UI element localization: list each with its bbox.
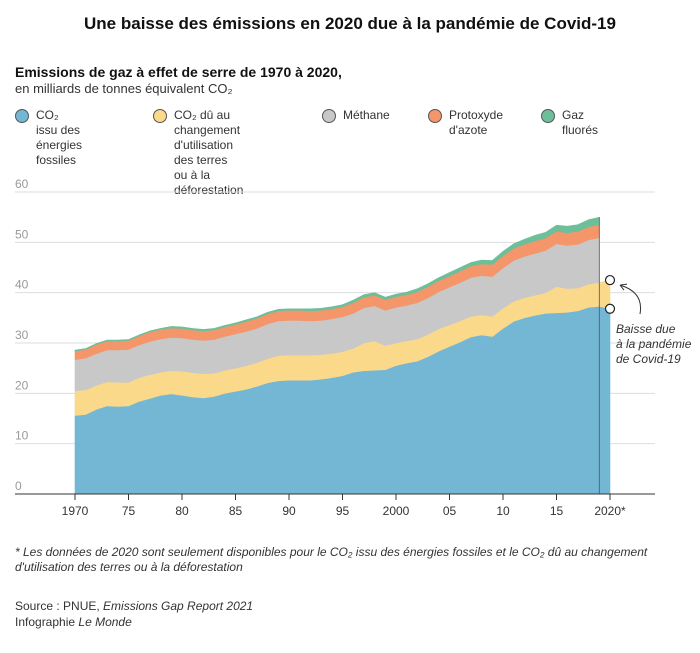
x-tick-label: 10 (496, 504, 510, 518)
legend-label: Protoxyde d'azote (449, 108, 504, 137)
annotation-label: Baisse due (616, 322, 676, 336)
x-tick-label: 80 (175, 504, 189, 518)
y-tick-label: 10 (15, 429, 29, 443)
y-tick-label: 0 (15, 479, 22, 493)
legend-label: CO₂ issu des énergies fossiles (36, 108, 83, 167)
credit-publication: Le Monde (78, 615, 132, 629)
chart-subtitle: Emissions de gaz à effet de serre de 197… (15, 64, 342, 80)
legend-label: Gaz fluorés (562, 108, 599, 137)
chart-title: Une baisse des émissions en 2020 due à l… (84, 14, 616, 33)
legend-swatch (15, 109, 29, 123)
x-tick-label: 05 (443, 504, 457, 518)
legend-swatch (322, 109, 336, 123)
credit-prefix: Infographie (15, 615, 79, 629)
credit: Infographie Le Monde (15, 615, 132, 629)
source: Source : PNUE, Emissions Gap Report 2021 (15, 598, 253, 615)
y-tick-label: 60 (15, 177, 29, 191)
x-tick-label: 2000 (383, 504, 410, 518)
x-tick-label: 2020* (594, 504, 626, 518)
footnote: * Les données de 2020 sont seulement dis… (15, 545, 648, 574)
x-tick-label: 1970 (62, 504, 89, 518)
legend-swatch (428, 109, 442, 123)
stacked-areas (74, 216, 611, 495)
arrow-shaft (619, 284, 642, 315)
x-tick-label: 85 (229, 504, 243, 518)
y-tick-label: 30 (15, 328, 29, 342)
area-2020-fossil (599, 305, 611, 495)
y-tick-label: 40 (15, 278, 29, 292)
annotation-label: de Covid-19 (616, 352, 681, 366)
x-tick-label: 90 (282, 504, 296, 518)
x-tick-label: 75 (122, 504, 136, 518)
marker-2020 (604, 274, 616, 286)
legend-label: Méthane (343, 108, 390, 122)
legend-swatch (541, 109, 555, 123)
legend-label: CO₂ dû au changement d'utilisation des t… (174, 108, 244, 197)
axes: 1970 75 80 85 90 95 2000 05 10 15 2020* (15, 217, 655, 518)
y-tick-label: 50 (15, 227, 29, 241)
annotation-label: à la pandémie (616, 337, 692, 351)
x-tick-label: 95 (336, 504, 350, 518)
source-publication: Emissions Gap Report 2021 (103, 599, 254, 613)
y-tick-label: 20 (15, 378, 29, 392)
legend-swatch (153, 109, 167, 123)
source-prefix: Source : PNUE, (15, 599, 104, 613)
marker-2020 (604, 303, 616, 314)
arrow-head (619, 283, 628, 291)
chart-unit: en milliards de tonnes équivalent CO₂ (15, 81, 233, 96)
x-tick-label: 15 (550, 504, 564, 518)
